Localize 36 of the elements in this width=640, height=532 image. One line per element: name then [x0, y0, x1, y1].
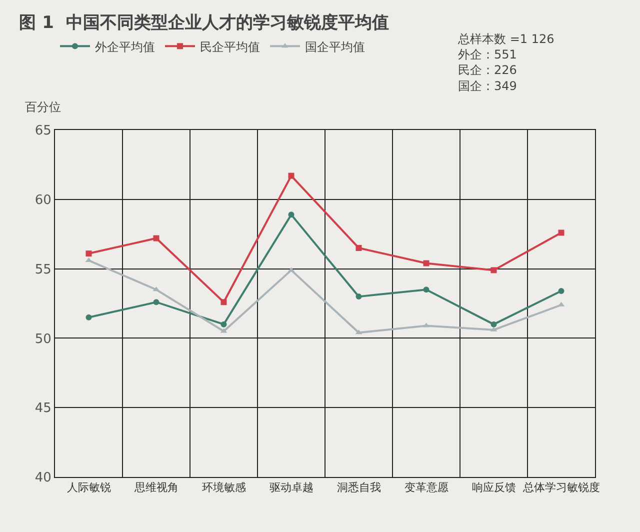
x-tick-label: 驱动卓越 — [269, 481, 314, 494]
point — [558, 288, 564, 294]
y-tick-label: 60 — [34, 192, 52, 208]
point — [153, 235, 160, 242]
point — [288, 212, 294, 218]
y-tick-label: 40 — [34, 470, 52, 486]
point — [153, 299, 160, 306]
x-tick-label: 总体学习敏锐度 — [522, 481, 600, 494]
y-tick-label: 45 — [34, 401, 52, 416]
legend-label: 国企平均值 — [305, 40, 365, 54]
point — [288, 172, 294, 179]
point — [220, 321, 227, 328]
x-tick-label: 人际敏锐 — [66, 481, 111, 494]
point — [86, 250, 92, 257]
point — [423, 286, 430, 293]
x-tick-label: 思维视角 — [133, 481, 178, 494]
legend-label: 民企平均值 — [200, 40, 260, 54]
x-tick-label: 环境敏感 — [202, 481, 246, 494]
text: 总样本数 =1 126 外企：551 民企：226 国企：349 — [457, 32, 554, 93]
y-tick-label: 65 — [34, 124, 52, 139]
y-axis-title: 百分位 — [25, 100, 61, 114]
point — [558, 230, 564, 236]
legend-label: 外企平均值 — [95, 40, 155, 54]
x-tick-label: 变革意愿 — [404, 481, 448, 494]
x-tick-label: 响应反馈 — [472, 481, 516, 494]
point — [490, 321, 497, 328]
point — [356, 244, 362, 251]
y-tick-label: 50 — [34, 332, 52, 347]
point — [490, 267, 497, 274]
point — [423, 260, 430, 266]
x-tick-label: 洞悉自我 — [336, 481, 381, 494]
point — [356, 294, 362, 300]
y-tick-label: 55 — [34, 262, 52, 278]
point — [220, 299, 227, 306]
point — [86, 314, 92, 320]
chart-title: 图 1 中国不同类型企业人才的学习敏锐度平均值 — [19, 12, 389, 33]
